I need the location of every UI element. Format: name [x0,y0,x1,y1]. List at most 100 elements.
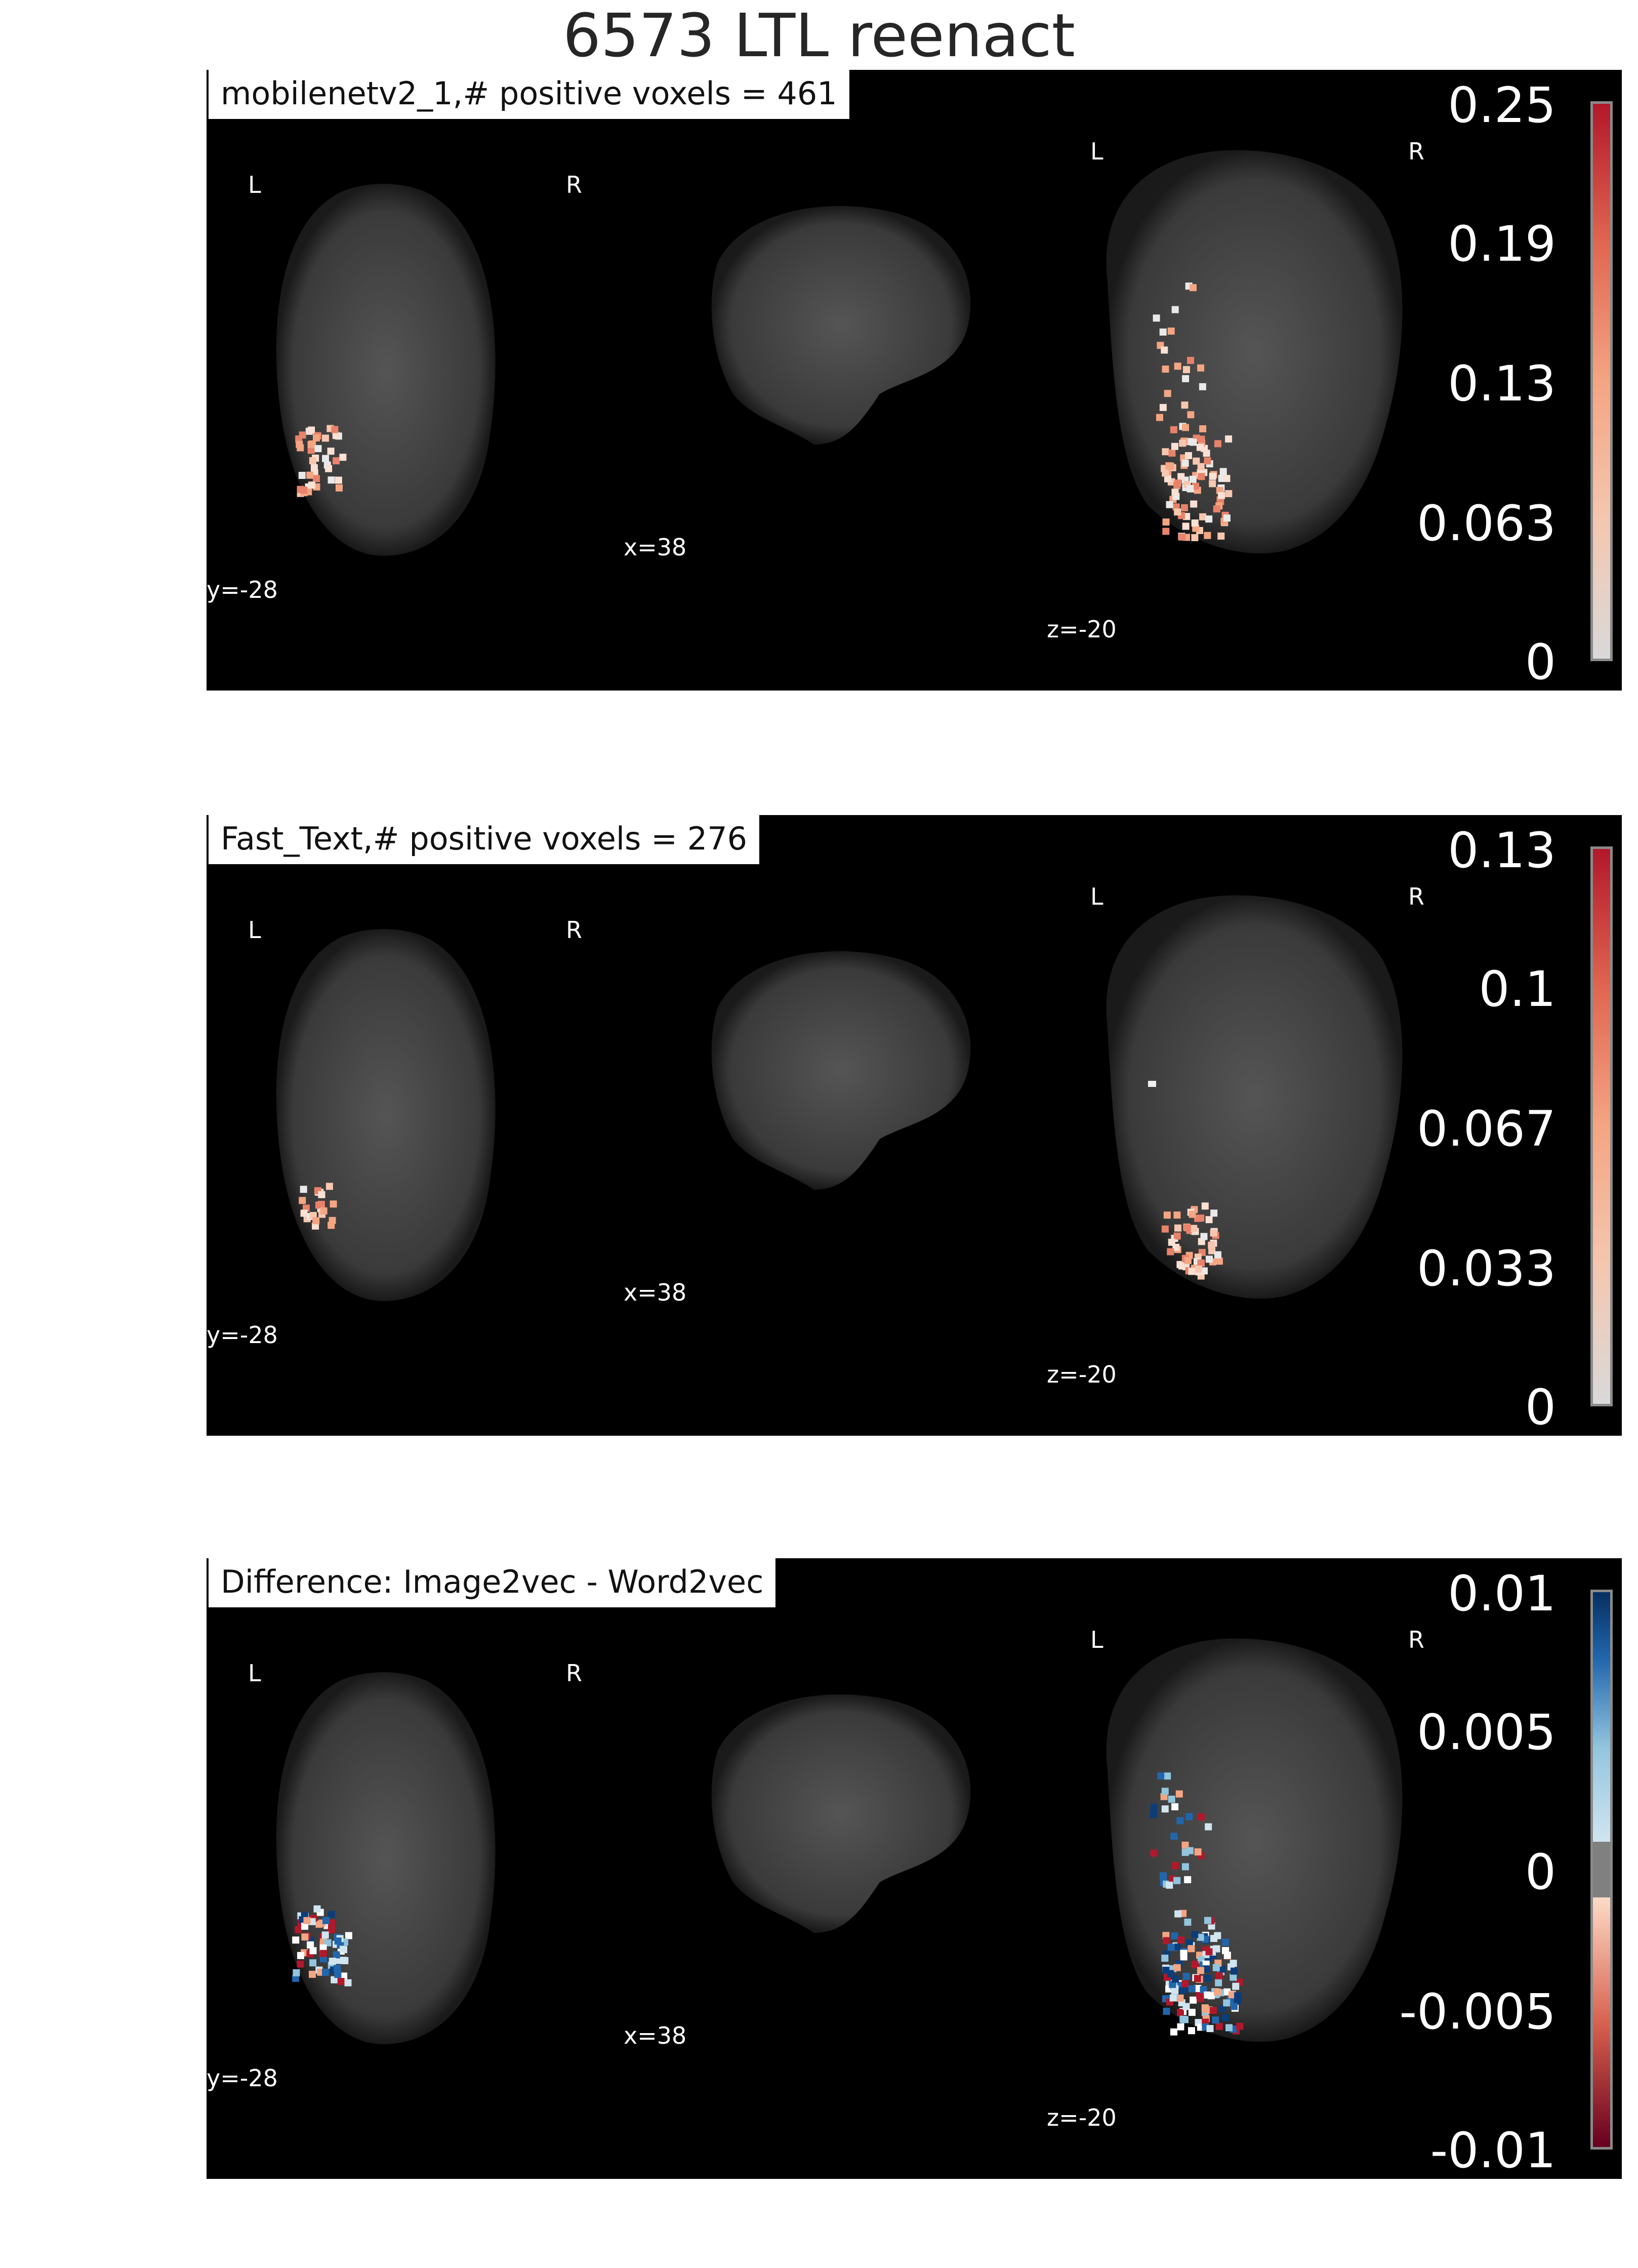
activation-voxel [344,1979,352,1987]
activation-voxel [1180,1950,1187,1957]
activation-voxel [1215,2022,1223,2030]
activation-voxel [1188,1268,1196,1275]
activation-voxel [1168,450,1176,457]
activation-voxel [322,1969,330,1976]
activation-voxel [339,454,347,461]
activation-voxel [1198,435,1205,443]
activation-voxel [334,1937,342,1945]
activation-voxel [299,1197,306,1204]
activation-voxel [1205,1948,1213,1956]
activation-voxel [1223,475,1231,482]
brain-axial-slice [1106,1638,1403,2042]
activation-voxel [1203,450,1210,457]
activation-voxel [1204,1917,1211,1924]
activation-voxel [1188,2009,1196,2016]
activation-voxel [1206,2025,1214,2032]
activation-voxel [1150,1849,1158,1857]
activation-voxel [1221,1938,1229,1946]
activation-voxel [301,1922,309,1930]
activation-voxel [1185,452,1192,459]
orient-left-label: L [248,171,261,198]
activation-voxel [1171,306,1179,313]
activation-voxel [1153,314,1160,322]
activation-voxel [1198,473,1205,480]
activation-voxel [295,1926,302,1933]
activation-voxel [1170,1833,1178,1840]
activation-voxel [1179,1987,1187,1994]
activation-voxel [1177,2009,1184,2016]
activation-voxel [1205,515,1213,523]
activation-voxel [1172,1975,1179,1983]
activation-voxel [1170,2028,1177,2036]
activation-voxel [310,464,318,471]
activation-voxel [1184,1918,1192,1926]
activation-voxel [1194,1975,1201,1982]
activation-voxel [1173,1232,1181,1240]
brain-coronal-slice [276,184,496,556]
colorbar-tick: 0.063 [1417,495,1556,552]
activation-voxel [319,1944,327,1952]
activation-voxel [1163,1937,1170,1945]
activation-voxel [1157,1772,1165,1779]
activation-voxel [1171,442,1178,450]
activation-voxel [1176,1817,1184,1825]
activation-voxel [301,1933,309,1941]
activation-voxel [1190,1996,1197,2004]
activation-voxel [1185,1813,1193,1820]
activation-voxel [300,487,308,494]
activation-voxel [334,1964,341,1972]
colorbar [1590,1590,1613,2150]
activation-voxel [337,1978,345,1985]
activation-voxel [340,1972,348,1980]
brain-coronal-slice [276,1672,496,2044]
coord-z-label: z=-20 [1047,2104,1117,2131]
brain-slices [276,895,1403,1301]
activation-voxel [1213,505,1220,513]
colorbar-tick: 0.01 [1448,1565,1556,1622]
activation-voxel [1201,1202,1209,1210]
activation-voxel [1199,425,1207,432]
activation-voxel [1162,1967,1170,1974]
activation-voxel [1189,475,1197,483]
activation-voxel [293,1969,300,1976]
activation-voxel [309,1970,316,1978]
activation-voxel [1191,519,1199,527]
colorbar-tick: 0.067 [1417,1101,1556,1157]
activation-voxel [1197,364,1205,372]
activation-voxel [1210,1209,1218,1217]
activation-voxel [1163,1211,1171,1219]
activation-voxel [329,1958,336,1965]
activation-voxel [1191,534,1199,541]
activation-voxel [1200,1233,1208,1240]
orient-right-label: R [1408,883,1424,910]
activation-voxel [329,1217,336,1224]
activation-voxel [1217,532,1225,540]
activation-voxel [1161,1788,1169,1795]
activation-voxel [1175,1790,1183,1798]
colorbar-tick: 0 [1525,1379,1556,1436]
activation-voxel [1225,2024,1233,2032]
activation-voxel [1194,1214,1202,1222]
activation-voxel [1171,489,1179,496]
activation-voxel [1223,1999,1231,2007]
activation-voxel [1190,284,1197,292]
colorbar-tick: 0.13 [1448,355,1556,412]
activation-voxel [1166,1881,1173,1889]
activation-voxel [314,445,322,453]
brain-coronal-slice [276,929,496,1301]
activation-voxel [297,1960,304,1968]
activation-voxel [1189,1210,1196,1218]
activation-voxel [1191,1961,1199,1968]
brain-sagittal-slice [711,951,971,1190]
brain-panel-difference: Difference: Image2vec - Word2vec L R L R… [207,1558,1622,2179]
activation-voxel [1197,1259,1205,1267]
activation-voxel [1181,401,1189,409]
activation-voxel [1169,1994,1177,2002]
activation-voxel [1215,1979,1222,1987]
activation-voxel [322,455,330,462]
coord-z-label: z=-20 [1047,616,1117,643]
activation-voxel [1218,2005,1226,2012]
activation-voxel [1190,1225,1198,1232]
activation-voxel [1215,1972,1223,1979]
activation-voxel [1190,500,1198,508]
